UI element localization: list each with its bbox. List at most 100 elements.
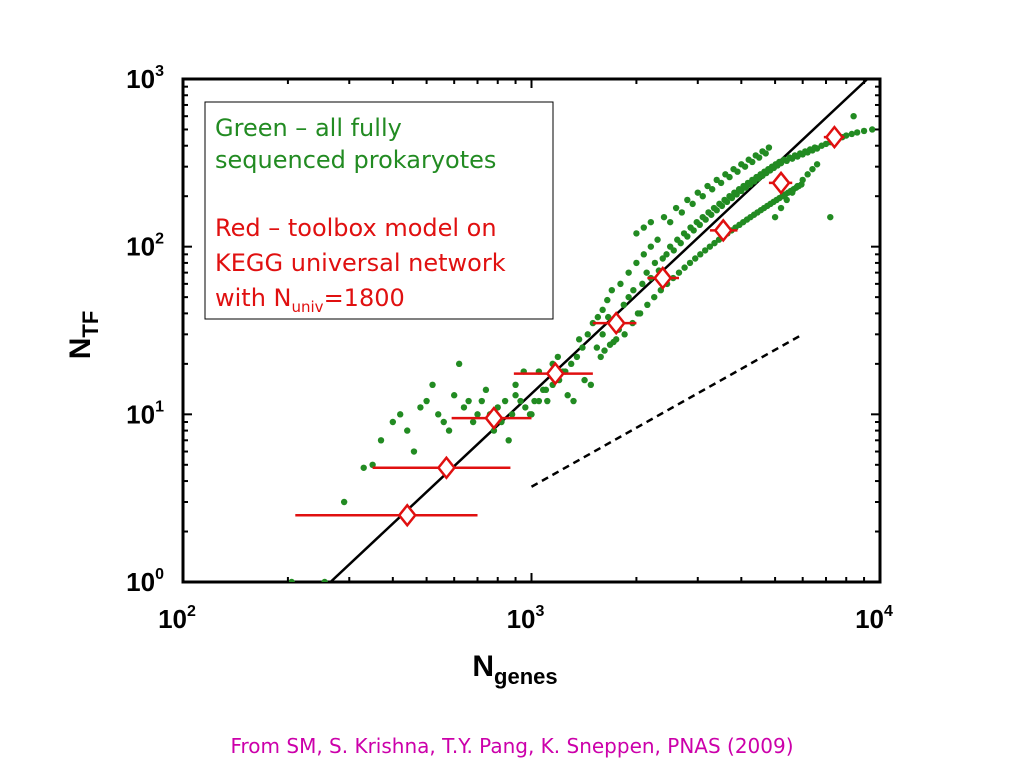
prokaryote-point xyxy=(544,397,551,405)
legend-red-line-3-suffix: =1800 xyxy=(324,284,405,312)
legend-frame xyxy=(204,101,554,320)
prokaryote-point xyxy=(699,192,706,200)
prokaryote-point xyxy=(765,144,773,151)
prokaryote-point xyxy=(512,381,519,389)
prokaryote-point xyxy=(625,269,632,276)
model-point xyxy=(436,455,457,480)
prokaryote-point xyxy=(722,171,729,178)
prokaryote-point xyxy=(659,255,666,262)
x-tick-label: 102 xyxy=(158,603,196,634)
prokaryote-point xyxy=(423,397,430,405)
prokaryote-point xyxy=(625,293,632,301)
model-point xyxy=(771,170,791,195)
prokaryote-point xyxy=(579,344,586,351)
model-point xyxy=(397,503,417,528)
prokaryote-point xyxy=(809,165,816,173)
dashed-reference-line xyxy=(530,333,804,488)
prokaryote-point xyxy=(531,397,538,405)
prokaryote-point xyxy=(677,239,684,247)
prokaryote-point xyxy=(410,448,418,455)
prokaryote-point xyxy=(508,411,516,418)
prokaryote-point xyxy=(599,306,606,314)
prokaryote-point xyxy=(663,251,670,258)
prokaryote-point xyxy=(738,187,745,195)
legend-red-line-3: with Nuniv=1800 xyxy=(215,284,405,316)
prokaryote-point xyxy=(535,397,543,405)
prokaryote-point xyxy=(684,233,691,240)
prokaryote-point xyxy=(639,280,646,288)
prokaryote-point xyxy=(640,224,647,231)
prokaryote-point xyxy=(601,347,608,354)
legend-green-line-1: Green – all fully xyxy=(215,114,402,142)
prokaryote-point xyxy=(694,189,701,196)
prokaryote-point xyxy=(435,411,442,418)
prokaryote-point xyxy=(647,218,655,226)
prokaryote-point xyxy=(522,404,529,411)
prokaryote-point xyxy=(860,127,868,135)
prokaryote-point xyxy=(604,296,611,304)
prokaryote-point xyxy=(643,269,650,276)
prokaryote-point xyxy=(621,331,628,338)
prokaryote-point xyxy=(771,213,779,221)
prokaryote-point xyxy=(718,202,726,210)
prokaryote-point xyxy=(404,427,411,434)
prokaryote-point xyxy=(701,247,709,254)
prokaryote-point xyxy=(697,251,704,258)
legend-box: Green – all fully sequenced prokaryotes … xyxy=(204,101,554,320)
x-tick-label-base: 10 xyxy=(158,604,187,634)
model-point xyxy=(484,406,504,431)
prokaryote-point xyxy=(651,259,659,267)
legend-red-line-2: KEGG universal network xyxy=(215,249,506,277)
prokaryote-point xyxy=(633,259,640,267)
legend-red-line-1: Red – toolbox model on xyxy=(215,214,497,242)
x-tick-label-base: 10 xyxy=(855,604,884,634)
prokaryote-point xyxy=(501,397,509,405)
prokaryote-point xyxy=(360,464,367,471)
prokaryote-point xyxy=(706,243,714,250)
y-tick-label: 100 xyxy=(126,566,164,597)
prokaryote-point xyxy=(389,418,397,426)
model-point xyxy=(606,311,626,336)
prokaryote-point xyxy=(528,411,535,418)
prokaryote-point xyxy=(640,251,647,258)
prokaryote-point xyxy=(482,386,490,394)
dashed-reference-layer xyxy=(530,333,804,488)
model-point xyxy=(653,266,673,291)
prokaryote-point xyxy=(853,129,861,136)
prokaryote-point xyxy=(745,156,752,163)
prokaryote-point xyxy=(675,269,683,276)
y-tick-label: 102 xyxy=(126,231,164,262)
prokaryote-point xyxy=(789,189,796,196)
prokaryote-point xyxy=(608,286,616,294)
prokaryote-point xyxy=(575,336,583,343)
prokaryote-point xyxy=(594,313,602,321)
prokaryote-point xyxy=(564,392,571,399)
y-tick-label-exp: 0 xyxy=(155,566,164,583)
prokaryote-point xyxy=(636,310,644,317)
prokaryote-point xyxy=(692,255,699,262)
prokaryote-point xyxy=(672,204,680,212)
prokaryote-point xyxy=(708,211,715,218)
prokaryote-points xyxy=(288,112,876,582)
y-tick-label: 103 xyxy=(126,63,164,94)
prokaryote-point xyxy=(617,280,624,288)
prokaryote-point xyxy=(542,386,550,394)
prokaryote-point xyxy=(573,353,581,361)
prokaryote-point xyxy=(850,112,857,120)
prokaryote-point xyxy=(843,132,850,139)
legend-green-line-2: sequenced prokaryotes xyxy=(215,146,496,174)
prokaryote-point xyxy=(704,182,711,190)
y-tick-label-base: 10 xyxy=(126,64,155,94)
prokaryote-point xyxy=(733,191,740,198)
prokaryote-point xyxy=(505,437,512,444)
prokaryote-point xyxy=(702,216,709,223)
prokaryote-point xyxy=(517,397,524,405)
y-tick-label-exp: 1 xyxy=(155,398,164,415)
prokaryote-point xyxy=(587,381,595,389)
prokaryote-point xyxy=(606,341,614,348)
prokaryote-point xyxy=(713,176,720,184)
prokaryote-point xyxy=(644,301,651,309)
prokaryote-point xyxy=(465,397,472,405)
